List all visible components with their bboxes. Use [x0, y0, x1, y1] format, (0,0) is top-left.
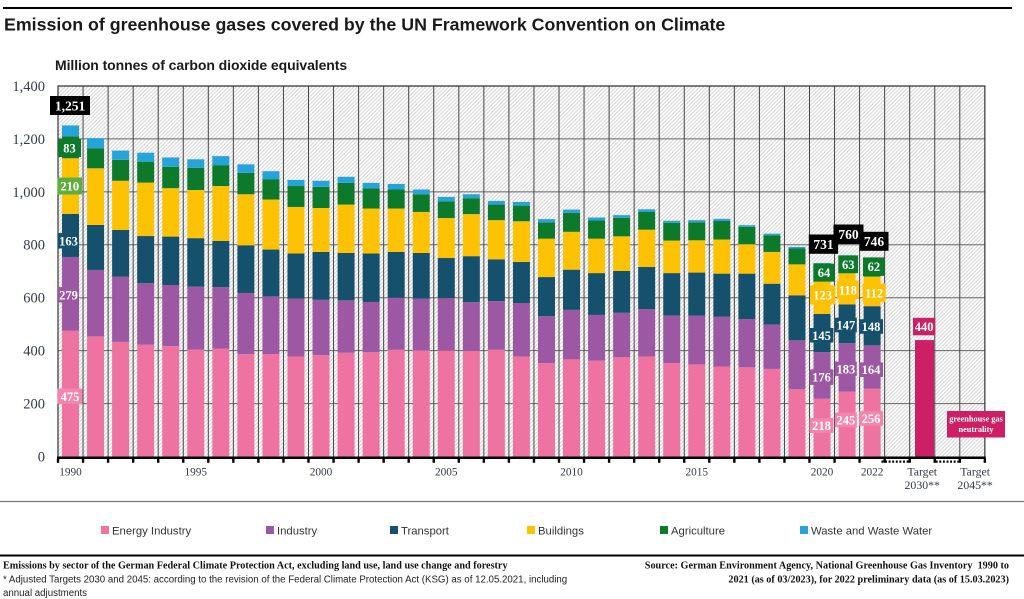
- svg-text:neutrality: neutrality: [958, 425, 994, 434]
- svg-text:245: 245: [836, 413, 855, 427]
- svg-text:greenhouse gas: greenhouse gas: [949, 415, 1003, 424]
- svg-text:annual adjustments: annual adjustments: [3, 588, 87, 599]
- svg-text:Emissions by sector of the Ger: Emissions by sector of the German Federa…: [3, 561, 508, 572]
- svg-text:200: 200: [23, 396, 45, 412]
- svg-text:2030**: 2030**: [905, 478, 940, 492]
- svg-text:440: 440: [915, 320, 934, 334]
- svg-text:Energy Industry: Energy Industry: [112, 526, 191, 538]
- svg-text:Waste and Waste Water: Waste and Waste Water: [811, 526, 932, 538]
- svg-text:62: 62: [868, 260, 881, 274]
- svg-text:147: 147: [836, 319, 855, 333]
- svg-text:2021 (as of 03/2023), for 2022: 2021 (as of 03/2023), for 2022 prelimina…: [728, 575, 1009, 586]
- svg-text:2005: 2005: [435, 466, 458, 478]
- svg-text:Emission of greenhouse gases c: Emission of greenhouse gases covered by …: [4, 14, 725, 34]
- svg-text:2010: 2010: [560, 466, 583, 478]
- svg-text:731: 731: [813, 237, 834, 252]
- svg-text:1995: 1995: [184, 466, 207, 478]
- svg-text:279: 279: [59, 288, 78, 302]
- svg-text:176: 176: [812, 371, 831, 385]
- svg-text:800: 800: [23, 238, 45, 254]
- svg-text:400: 400: [23, 344, 45, 360]
- svg-text:2045**: 2045**: [957, 478, 992, 492]
- svg-text:148: 148: [862, 320, 881, 334]
- svg-text:256: 256: [862, 412, 881, 426]
- svg-text:Transport: Transport: [401, 526, 450, 538]
- svg-text:164: 164: [862, 363, 882, 377]
- svg-text:2022: 2022: [861, 466, 884, 478]
- svg-text:Target: Target: [960, 464, 990, 478]
- svg-text:64: 64: [818, 266, 831, 280]
- svg-text:Agriculture: Agriculture: [671, 526, 725, 538]
- svg-text:2015: 2015: [685, 466, 708, 478]
- svg-text:112: 112: [865, 286, 883, 300]
- svg-text:83: 83: [63, 142, 76, 156]
- svg-text:118: 118: [839, 283, 857, 297]
- svg-text:2000: 2000: [310, 466, 333, 478]
- svg-text:1990: 1990: [59, 466, 82, 478]
- svg-text:218: 218: [812, 419, 831, 433]
- svg-text:1,400: 1,400: [12, 79, 45, 95]
- svg-text:Target: Target: [907, 464, 937, 478]
- svg-text:475: 475: [61, 390, 80, 404]
- svg-text:1,200: 1,200: [12, 132, 45, 148]
- svg-text:Million tonnes of carbon dioxi: Million tonnes of carbon dioxide equival…: [55, 57, 347, 73]
- svg-text:1,000: 1,000: [12, 185, 45, 201]
- svg-text:210: 210: [60, 180, 79, 194]
- svg-text:183: 183: [836, 362, 855, 376]
- svg-text:1,251: 1,251: [55, 98, 86, 113]
- svg-text:145: 145: [812, 329, 831, 343]
- svg-text:* Adjusted Targets 2030 and 20: * Adjusted Targets 2030 and 2045: accord…: [3, 575, 567, 586]
- svg-text:760: 760: [838, 227, 859, 242]
- svg-text:2020: 2020: [811, 466, 834, 478]
- svg-text:746: 746: [864, 234, 885, 249]
- svg-text:63: 63: [842, 258, 855, 272]
- svg-text:Industry: Industry: [277, 526, 318, 538]
- svg-text:600: 600: [23, 291, 45, 307]
- svg-text:Source: German Environment Age: Source: German Environment Agency, Natio…: [645, 561, 1009, 572]
- svg-text:163: 163: [59, 234, 78, 248]
- svg-text:123: 123: [813, 289, 832, 303]
- svg-text:0: 0: [38, 449, 45, 465]
- svg-text:Buildings: Buildings: [538, 526, 584, 538]
